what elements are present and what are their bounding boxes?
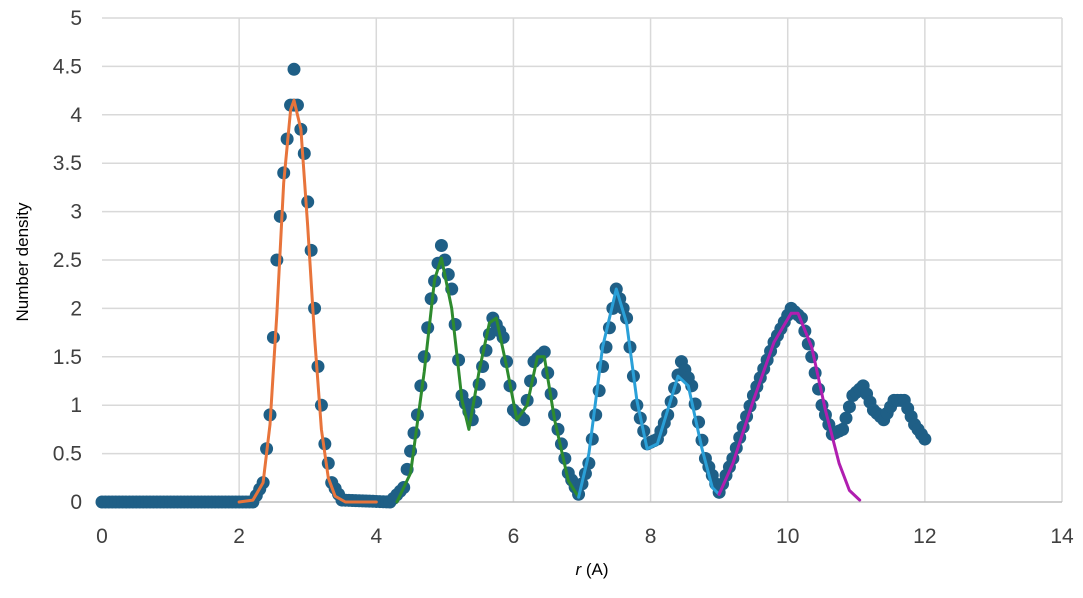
tick-labels: 0 2 4 6 8 10 12 14 0 0.5 1 1.5 2 2.5 3 3.5 4 4.5 5 xyxy=(53,7,1074,548)
x-tick-label: 4 xyxy=(370,525,382,548)
x-tick-label: 6 xyxy=(508,525,520,548)
data-point xyxy=(434,238,448,252)
x-axis-title-unit: (A) xyxy=(581,560,608,579)
y-tick-label: 1 xyxy=(70,394,82,417)
fit-curve-3 xyxy=(577,287,721,499)
y-tick-label: 0.5 xyxy=(53,443,82,466)
data-point xyxy=(266,330,280,344)
y-tick-label: 4.5 xyxy=(53,55,82,78)
y-tick-label: 4 xyxy=(70,104,82,127)
data-point xyxy=(592,384,606,398)
y-tick-label: 3.5 xyxy=(53,152,82,175)
data-point xyxy=(839,411,853,425)
data-point xyxy=(836,422,850,436)
data-point xyxy=(537,345,551,359)
y-tick-label: 1.5 xyxy=(53,346,82,369)
y-tick-label: 3 xyxy=(70,201,82,224)
y-tick-label: 0 xyxy=(70,491,82,514)
x-axis-title: r (A) xyxy=(575,560,608,579)
fit-curve-2 xyxy=(395,256,581,504)
y-axis-title: Number density xyxy=(13,202,32,322)
grid xyxy=(102,17,1063,502)
x-tick-label: 8 xyxy=(645,525,657,548)
fit-curve-4 xyxy=(717,311,862,502)
fit-curves xyxy=(237,98,862,504)
fit-curve-1 xyxy=(237,98,378,504)
x-tick-label: 12 xyxy=(913,525,936,548)
data-point xyxy=(842,400,856,414)
y-tick-label: 5 xyxy=(70,7,82,30)
x-tick-label: 10 xyxy=(776,525,799,548)
y-tick-label: 2 xyxy=(70,297,82,320)
x-tick-label: 0 xyxy=(96,525,108,548)
x-tick-label: 14 xyxy=(1050,525,1074,548)
x-axis-title-symbol: r xyxy=(575,560,582,579)
data-point xyxy=(287,62,301,76)
data-point xyxy=(918,432,932,446)
x-tick-label: 2 xyxy=(233,525,245,548)
data-point xyxy=(304,243,318,257)
y-tick-label: 2.5 xyxy=(53,249,82,272)
